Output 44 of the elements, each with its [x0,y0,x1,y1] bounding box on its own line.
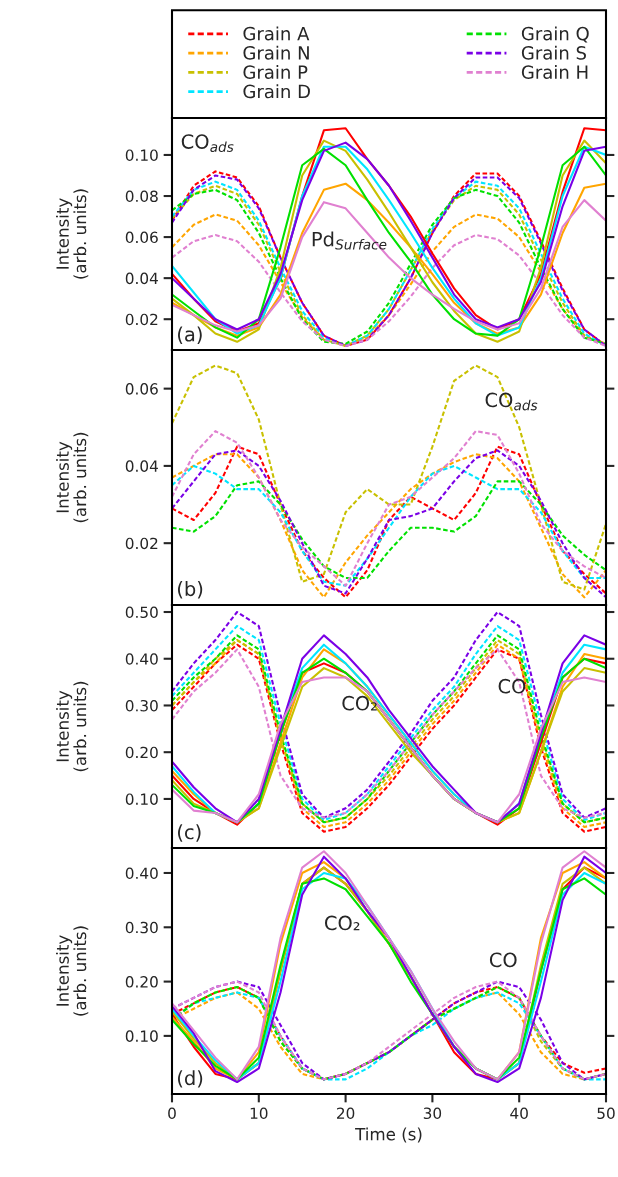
y-tick-label: 0.06 [125,231,158,244]
x-axis-title: Time (s) [355,1127,422,1143]
y-tick-label: 0.20 [125,976,158,988]
y-tick-label: 0.40 [125,867,158,879]
annotation: CO$_{ads}$ [485,392,538,411]
y-axis-title: Intensity (arb. units) [56,432,89,523]
legend-label: Grain A [243,26,310,41]
legend-label: Grain S [521,45,586,60]
y-tick-label: 0.02 [125,537,158,550]
y-tick-label: 0.10 [125,1030,158,1042]
legend-label: Grain Q [521,26,589,43]
legend-label: Grain D [243,84,310,99]
y-tick-label: 0.10 [125,149,158,161]
legend-label: Grain H [521,65,588,79]
x-tick-label: 0 [168,1107,176,1120]
x-tick-label: 30 [423,1107,442,1120]
x-tick-label: 40 [510,1107,528,1120]
x-tick-label: 10 [250,1107,268,1120]
annotation: (b) [178,581,203,599]
y-tick-label: 0.40 [125,653,158,665]
legend-label: Grain P [243,65,308,79]
x-tick-label: 50 [597,1107,615,1120]
annotation: (d) [178,1070,203,1088]
annotation: (c) [178,824,201,842]
y-axis-title: Intensity (arb. units) [56,926,89,1016]
annotation: CO₂ [324,915,360,931]
y-tick-label: 0.08 [125,190,158,203]
y-axis-title: Intensity (arb. units) [56,189,89,279]
y-tick-label: 0.06 [125,383,158,395]
annotation: CO [498,678,526,694]
legend-label: Grain N [243,45,309,60]
y-tick-label: 0.10 [125,793,158,805]
y-tick-label: 0.50 [125,606,158,619]
annotation: (a) [178,326,202,344]
y-tick-label: 0.02 [125,313,158,326]
x-tick-label: 20 [337,1107,355,1120]
y-tick-label: 0.30 [125,921,158,934]
y-tick-label: 0.20 [125,746,158,759]
annotation: CO$_{ads}$ [181,134,234,152]
annotation: CO [489,952,517,968]
y-tick-label: 0.04 [125,272,158,285]
y-tick-label: 0.30 [125,699,158,712]
y-tick-label: 0.04 [125,460,158,472]
y-axis-title: Intensity (arb. units) [56,681,89,772]
